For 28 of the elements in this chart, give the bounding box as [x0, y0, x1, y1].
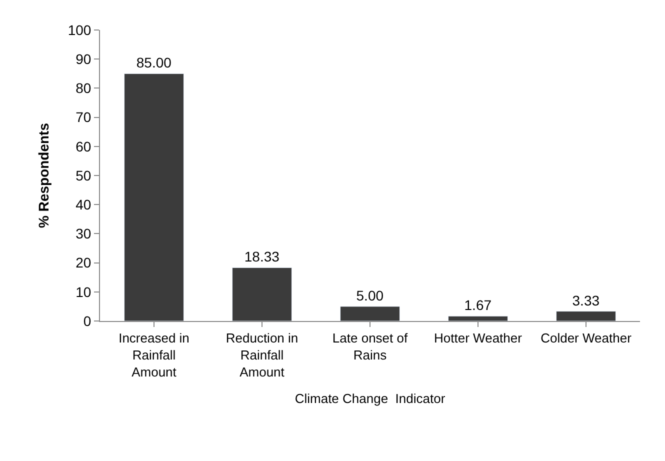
- y-tick-label: 60: [76, 138, 92, 154]
- bar: [556, 311, 616, 321]
- data-label: 3.33: [572, 292, 600, 308]
- y-tick-label: 80: [76, 80, 92, 96]
- data-label: 18.33: [244, 248, 280, 265]
- y-tick-label: 100: [68, 22, 92, 38]
- y-tick-label: 90: [76, 51, 92, 67]
- x-axis-title: Climate Change Indicator: [294, 391, 446, 406]
- y-tick-label: 30: [76, 226, 92, 242]
- bar: [340, 306, 400, 321]
- bar: [232, 267, 292, 321]
- data-label: 85.00: [136, 54, 172, 71]
- y-tick-label: 20: [76, 254, 92, 271]
- x-tick-label: Late onset of Rains: [332, 330, 408, 362]
- y-tick-label: 70: [76, 109, 92, 126]
- x-tick-label: Reduction in Rainfall Amount: [226, 330, 298, 380]
- y-tick-label: 10: [76, 284, 92, 300]
- y-tick-label: 0: [83, 312, 92, 329]
- y-tick-label: 50: [76, 167, 92, 184]
- x-tick-label: Colder Weather: [540, 330, 632, 346]
- x-tick-label: Increased in Rainfall Amount: [118, 330, 190, 380]
- y-axis-title: % Respondents: [35, 122, 52, 228]
- data-label: 1.67: [464, 297, 492, 314]
- bar: [448, 316, 508, 321]
- bar: [124, 73, 184, 321]
- x-tick-label: Hotter Weather: [434, 330, 523, 346]
- data-label: 5.00: [356, 287, 384, 304]
- y-tick-label: 40: [76, 196, 92, 212]
